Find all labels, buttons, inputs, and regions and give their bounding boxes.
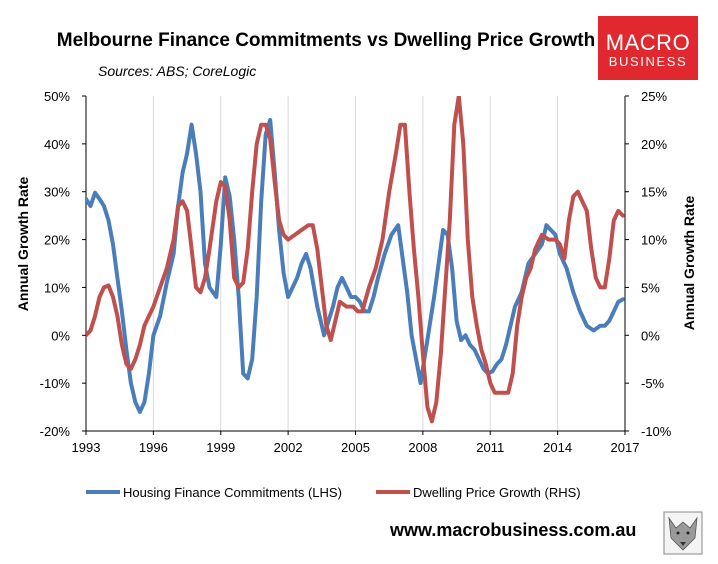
right-tick-label: 10% — [641, 233, 667, 248]
series-layer — [86, 96, 625, 424]
x-tick-label: 1993 — [72, 440, 101, 455]
left-tick-label: 30% — [44, 185, 70, 200]
chart-subtitle: Sources: ABS; CoreLogic — [98, 63, 256, 79]
x-tick-label: 1996 — [139, 440, 168, 455]
x-tick-label: 1999 — [206, 440, 235, 455]
series-line-dwelling-price-growth — [86, 96, 625, 424]
left-tick-label: 0% — [51, 328, 70, 343]
x-tick-label: 2005 — [341, 440, 370, 455]
wolf-mascot-icon — [663, 511, 703, 555]
chart-title: Melbourne Finance Commitments vs Dwellin… — [57, 30, 595, 51]
right-tick-label: -10% — [641, 424, 672, 439]
x-tick-label: 2008 — [408, 440, 437, 455]
left-tick-label: 40% — [44, 137, 70, 152]
right-tick-label: 15% — [641, 185, 667, 200]
left-tick-label: 10% — [44, 280, 70, 295]
x-axis-ticks: 1993 1996 1999 2002 2005 2008 2011 2014 2017 — [72, 431, 640, 455]
right-tick-label: 20% — [641, 137, 667, 152]
x-tick-label: 2017 — [611, 440, 640, 455]
logo-background — [598, 16, 698, 80]
website-url: www.macrobusiness.com.au — [389, 520, 636, 540]
macrobusiness-logo: MACRO BUSINESS — [598, 16, 698, 80]
left-axis-ticks: -20% -10% 0% 10% 20% 30% 40% 50% — [40, 89, 86, 439]
plot-area: -20% -10% 0% 10% 20% 30% 40% 50% -10% -5% 0% 5% 10%… — [40, 89, 672, 455]
logo-line-1: MACRO — [606, 30, 690, 55]
y-axis-title-left: Annual Growth Rate — [15, 177, 31, 312]
right-tick-label: 25% — [641, 89, 667, 104]
left-tick-label: -10% — [40, 376, 71, 391]
y-axis-title-right: Annual Growth Rate — [681, 196, 697, 331]
left-tick-label: 20% — [44, 233, 70, 248]
left-tick-label: 50% — [44, 89, 70, 104]
legend-label-housing-finance: Housing Finance Commitments (LHS) — [123, 485, 342, 500]
x-tick-label: 2014 — [543, 440, 572, 455]
right-tick-label: 0% — [641, 328, 660, 343]
right-tick-label: -5% — [641, 376, 665, 391]
legend-label-dwelling-price: Dwelling Price Growth (RHS) — [413, 485, 581, 500]
left-tick-label: -20% — [40, 424, 71, 439]
right-axis-ticks: -10% -5% 0% 5% 10% 15% 20% 25% — [625, 89, 672, 439]
legend: Housing Finance Commitments (LHS) Dwelli… — [86, 485, 581, 500]
logo-line-2: BUSINESS — [609, 54, 688, 69]
x-tick-label: 2011 — [476, 440, 504, 455]
right-tick-label: 5% — [641, 280, 660, 295]
x-tick-label: 2002 — [274, 440, 303, 455]
